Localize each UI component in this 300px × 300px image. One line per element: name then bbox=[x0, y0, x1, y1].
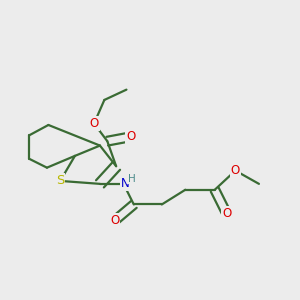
Text: N: N bbox=[121, 177, 129, 190]
Text: O: O bbox=[110, 214, 119, 227]
Text: H: H bbox=[128, 174, 136, 184]
Text: S: S bbox=[56, 174, 64, 188]
Text: O: O bbox=[89, 117, 99, 130]
Text: O: O bbox=[126, 130, 136, 143]
Text: O: O bbox=[222, 207, 231, 220]
Text: O: O bbox=[231, 164, 240, 177]
